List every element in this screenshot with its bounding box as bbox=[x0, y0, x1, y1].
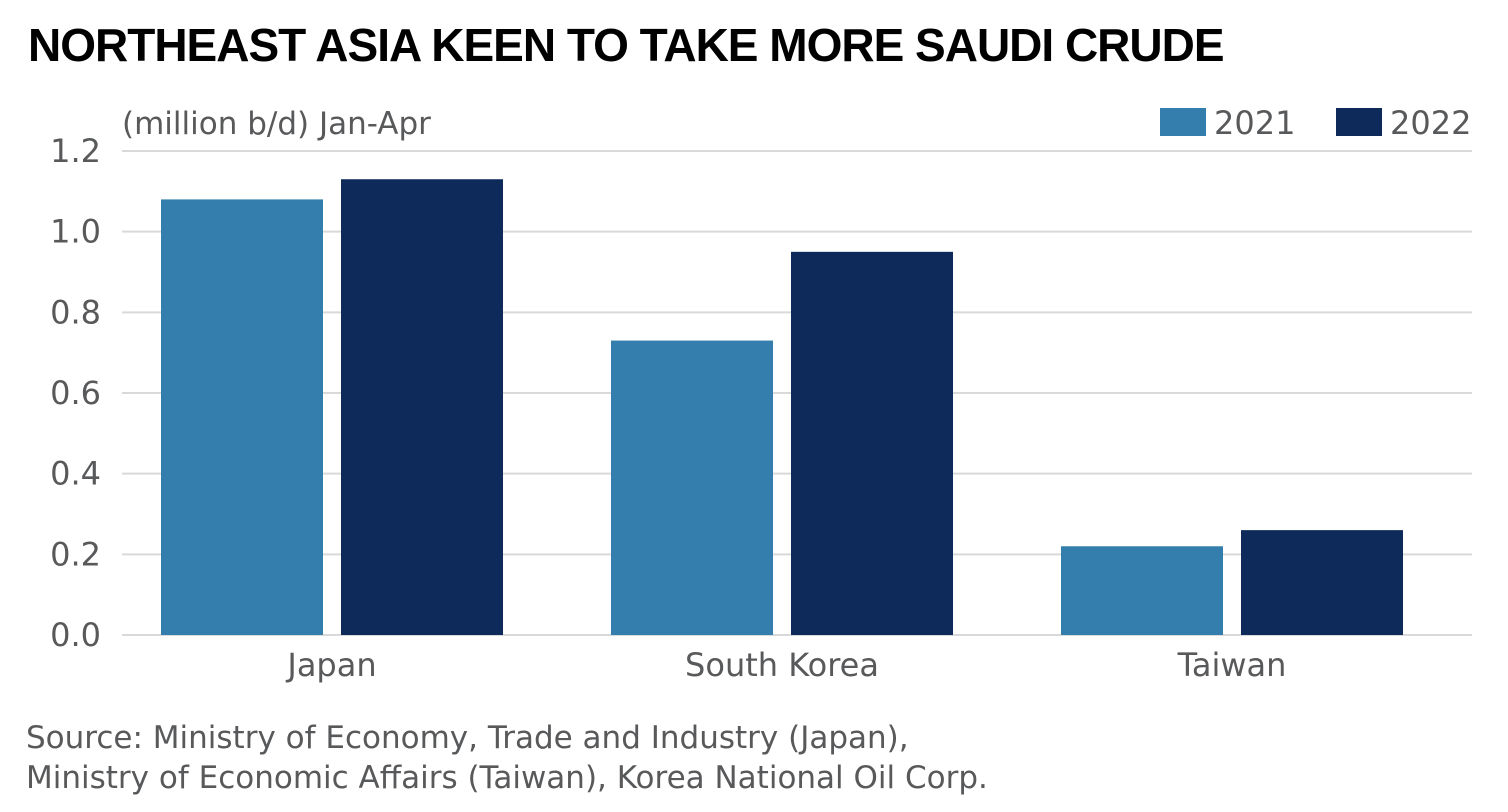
y-tick-label: 0.0 bbox=[50, 616, 101, 654]
x-tick-label: Japan bbox=[285, 646, 376, 684]
y-tick-label: 0.2 bbox=[50, 535, 101, 573]
bar-2022-taiwan bbox=[1241, 530, 1403, 635]
legend-swatch-2022 bbox=[1336, 108, 1382, 136]
legend-label-2021: 2021 bbox=[1214, 104, 1295, 142]
bar-2021-south-korea bbox=[611, 340, 773, 635]
bar-2021-taiwan bbox=[1061, 546, 1223, 635]
bar-2021-japan bbox=[161, 199, 323, 635]
y-tick-label: 0.4 bbox=[50, 455, 101, 493]
x-tick-label: South Korea bbox=[685, 646, 879, 684]
source-note: Source: Ministry of Economy, Trade and I… bbox=[26, 718, 988, 798]
source-line-2: Ministry of Economic Affairs (Taiwan), K… bbox=[26, 760, 988, 796]
legend-label-2022: 2022 bbox=[1390, 104, 1471, 142]
y-axis-label: (million b/d) Jan-Apr bbox=[122, 106, 431, 142]
y-tick-label: 0.8 bbox=[50, 293, 101, 331]
source-line-1: Source: Ministry of Economy, Trade and I… bbox=[26, 720, 909, 756]
chart-title: NORTHEAST ASIA KEEN TO TAKE MORE SAUDI C… bbox=[28, 19, 1225, 71]
y-tick-label: 0.6 bbox=[50, 374, 101, 412]
y-tick-label: 1.0 bbox=[50, 213, 101, 251]
bar-2022-japan bbox=[341, 179, 503, 635]
y-tick-label: 1.2 bbox=[50, 132, 101, 170]
bar-2022-south-korea bbox=[791, 251, 953, 636]
legend-swatch-2021 bbox=[1160, 108, 1206, 136]
x-tick-label: Taiwan bbox=[1177, 646, 1287, 684]
